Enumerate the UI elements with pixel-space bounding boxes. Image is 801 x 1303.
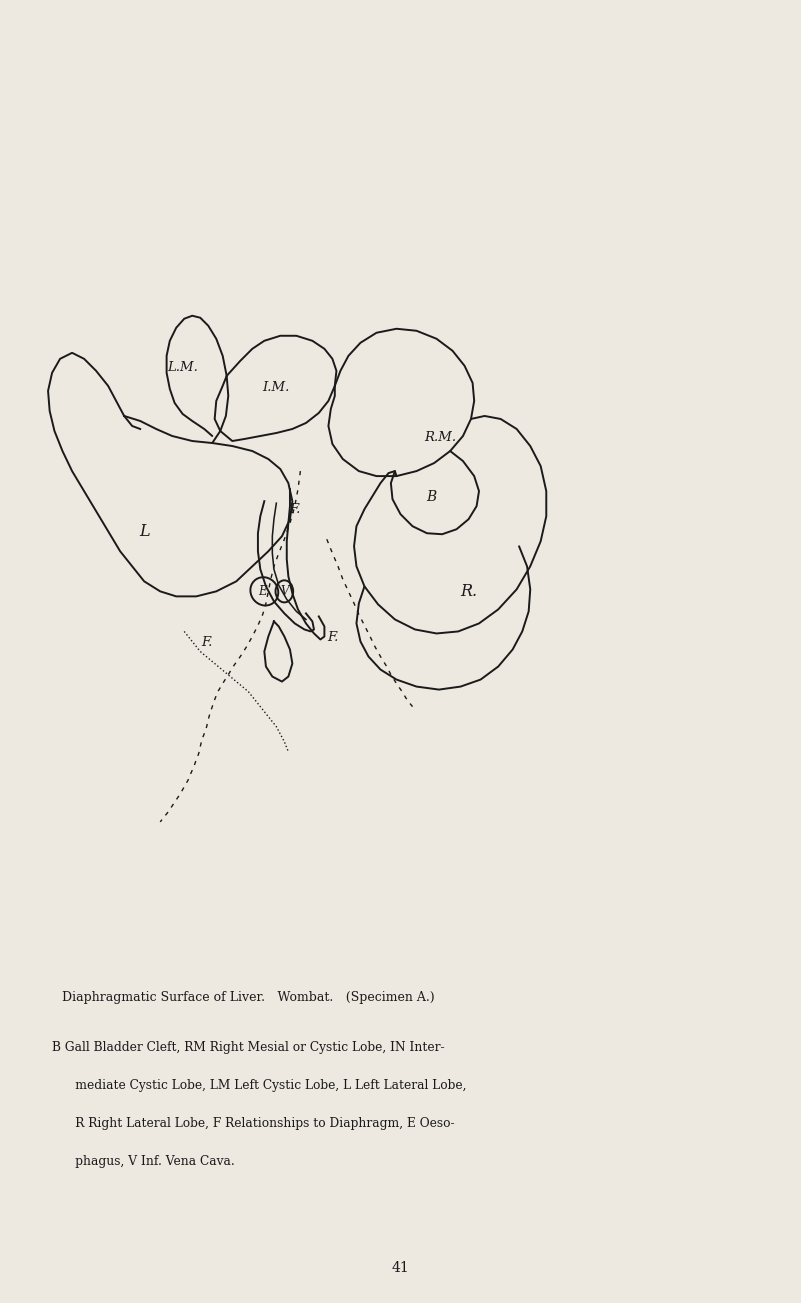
Text: R Right Lateral Lobe, F Relationships to Diaphragm, E Oeso-: R Right Lateral Lobe, F Relationships to…	[52, 1117, 455, 1130]
Text: phagus, V Inf. Vena Cava.: phagus, V Inf. Vena Cava.	[52, 1156, 235, 1169]
Text: R.: R.	[460, 584, 477, 601]
Text: F.: F.	[201, 636, 212, 649]
Text: B Gall Bladder Cleft, RM Right Mesial or Cystic Lobe, IN Inter-: B Gall Bladder Cleft, RM Right Mesial or…	[52, 1041, 445, 1054]
Text: F.: F.	[327, 632, 338, 645]
Text: B: B	[426, 490, 436, 504]
Text: V: V	[280, 585, 288, 598]
Text: Diaphragmatic Surface of Liver. Wombat. (Specimen A.): Diaphragmatic Surface of Liver. Wombat. …	[62, 990, 435, 1003]
Text: L: L	[139, 524, 150, 541]
Text: E: E	[259, 585, 267, 598]
Text: mediate Cystic Lobe, LM Left Cystic Lobe, L Left Lateral Lobe,: mediate Cystic Lobe, LM Left Cystic Lobe…	[52, 1079, 466, 1092]
Text: L.M.: L.M.	[167, 361, 198, 374]
Text: F.: F.	[289, 503, 300, 516]
Text: I.M.: I.M.	[263, 380, 290, 394]
Text: 41: 41	[392, 1261, 409, 1274]
Text: R.M.: R.M.	[425, 431, 457, 444]
